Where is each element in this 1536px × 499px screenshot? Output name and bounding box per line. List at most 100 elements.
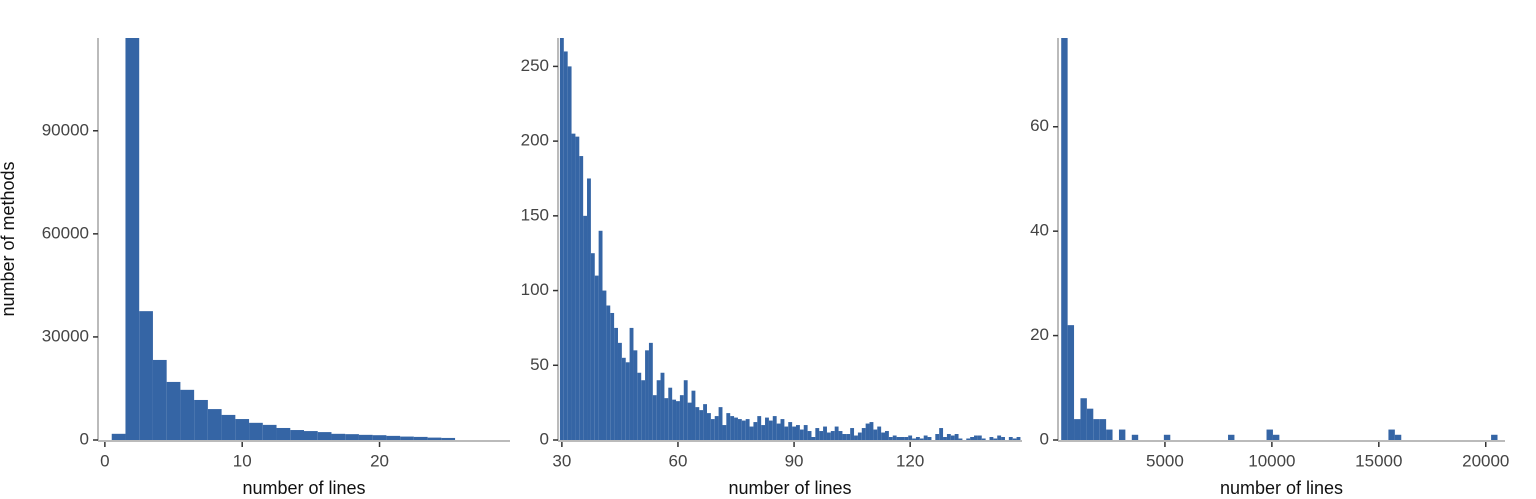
x-axis-label: number of lines xyxy=(728,478,851,498)
bar xyxy=(290,430,304,440)
bar xyxy=(194,399,208,440)
bar xyxy=(857,432,862,440)
bar xyxy=(1093,419,1100,440)
x-tick-label: 20000 xyxy=(1462,451,1509,470)
bar xyxy=(811,437,816,440)
bar xyxy=(989,437,994,440)
y-tick-label: 30000 xyxy=(42,326,89,345)
bar xyxy=(904,437,909,440)
bar xyxy=(784,426,789,440)
bar xyxy=(1012,438,1017,440)
bar xyxy=(745,419,750,440)
bar xyxy=(761,425,766,440)
bar xyxy=(1388,429,1395,440)
bar xyxy=(939,428,944,440)
bar xyxy=(563,51,568,440)
bar xyxy=(974,435,978,440)
bar xyxy=(881,432,886,440)
bar xyxy=(386,435,401,440)
y-tick-label: 0 xyxy=(80,429,89,448)
bar xyxy=(614,327,618,440)
bar xyxy=(919,438,924,440)
bar xyxy=(652,395,657,440)
bar xyxy=(166,381,181,440)
bar xyxy=(625,362,630,440)
bar xyxy=(372,435,387,440)
bar xyxy=(730,416,735,440)
x-tick-label: 90 xyxy=(785,451,804,470)
bar xyxy=(946,434,951,440)
bar xyxy=(672,399,677,440)
x-tick-label: 10000 xyxy=(1248,451,1295,470)
bar xyxy=(900,437,905,440)
bar xyxy=(304,431,318,440)
bar xyxy=(660,372,665,440)
bar xyxy=(772,416,777,440)
y-tick-label: 150 xyxy=(521,205,549,224)
bar xyxy=(1008,437,1013,440)
bar xyxy=(737,419,742,440)
bar xyxy=(579,156,584,440)
bar xyxy=(710,419,715,440)
bar xyxy=(571,133,576,440)
bar xyxy=(695,407,700,440)
bar xyxy=(180,389,195,440)
bar xyxy=(683,380,688,440)
bar xyxy=(1016,437,1021,440)
bar xyxy=(912,438,916,440)
bar xyxy=(317,432,332,440)
bar xyxy=(676,401,680,440)
bar xyxy=(892,435,897,440)
bar xyxy=(869,422,874,440)
x-tick-label: 30 xyxy=(552,451,571,470)
bar xyxy=(1266,429,1273,440)
x-tick-label: 5000 xyxy=(1146,451,1184,470)
bar xyxy=(583,215,588,440)
bar xyxy=(139,311,153,440)
x-axis-label: number of lines xyxy=(242,478,365,498)
bar xyxy=(598,230,603,440)
bar xyxy=(331,433,346,440)
bar xyxy=(621,357,626,440)
bar xyxy=(977,435,982,440)
bar xyxy=(587,178,591,440)
bar xyxy=(838,431,843,440)
y-tick-label: 100 xyxy=(521,280,549,299)
bar xyxy=(830,431,835,440)
bar xyxy=(714,416,719,440)
bar xyxy=(997,435,1002,440)
bar xyxy=(1061,38,1068,440)
bar xyxy=(1118,429,1126,440)
bar xyxy=(792,426,796,440)
bar xyxy=(358,434,373,440)
bar xyxy=(981,438,986,440)
bar xyxy=(927,437,932,440)
bar xyxy=(567,66,572,440)
x-tick-label: 120 xyxy=(896,451,924,470)
bar xyxy=(795,425,800,440)
bar xyxy=(807,431,812,440)
y-axis-label: number of methods xyxy=(0,161,18,316)
bar xyxy=(726,413,731,440)
bar xyxy=(1163,434,1171,440)
bar xyxy=(235,419,250,440)
bar xyxy=(276,427,291,440)
bar xyxy=(896,437,901,440)
bar xyxy=(815,428,820,440)
bar xyxy=(780,419,785,440)
bar xyxy=(873,429,878,440)
y-tick-label: 60000 xyxy=(42,223,89,242)
bar xyxy=(776,423,781,440)
bar xyxy=(617,342,622,440)
bar xyxy=(888,437,893,440)
bar xyxy=(865,423,870,440)
bar xyxy=(590,253,595,440)
bar xyxy=(1228,434,1235,440)
bar xyxy=(718,407,723,440)
y-tick-label: 200 xyxy=(521,131,549,150)
bar xyxy=(834,426,839,440)
bar xyxy=(861,428,866,440)
bar xyxy=(935,434,940,440)
bar xyxy=(1067,325,1075,440)
bars xyxy=(1061,38,1498,440)
